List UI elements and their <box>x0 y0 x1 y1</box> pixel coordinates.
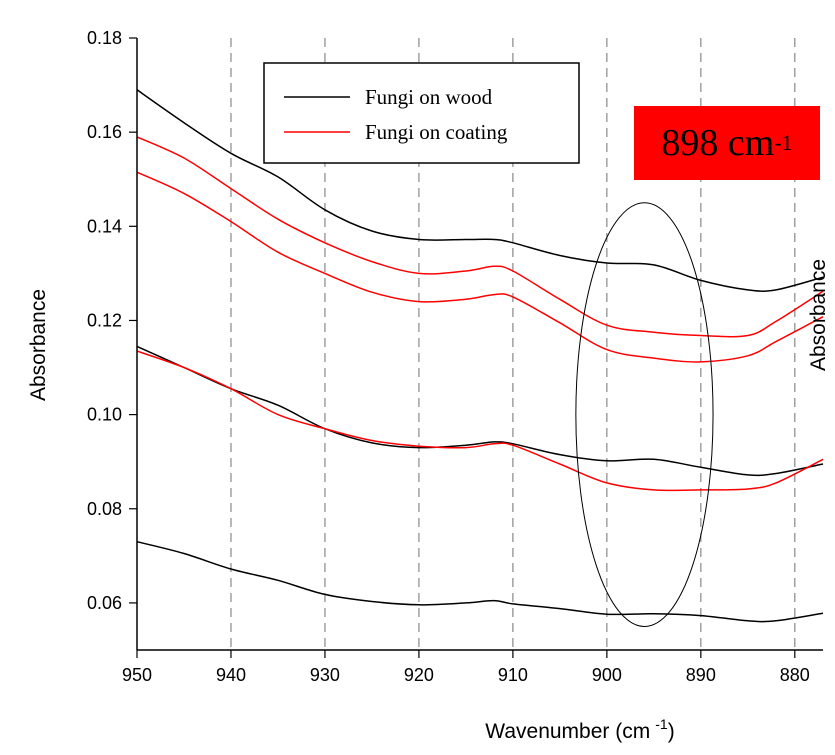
y-tick-label: 0.12 <box>87 310 122 330</box>
series-line-3 <box>136 345 824 477</box>
y-tick-label: 0.10 <box>87 405 122 425</box>
x-tick-label: 950 <box>122 665 152 685</box>
series-line-5 <box>136 540 824 623</box>
series-lines <box>136 89 824 623</box>
x-tick-label: 930 <box>310 665 340 685</box>
y-tick-label: 0.14 <box>87 216 122 236</box>
series-line-1 <box>136 136 824 338</box>
gridlines <box>230 38 796 650</box>
y-axis-title: Absorbance <box>27 289 50 401</box>
series-line-2 <box>136 171 824 363</box>
series-line-4 <box>136 350 824 492</box>
x-axis-title: Wavenumber (cm -1) <box>485 716 674 743</box>
y-tick-label: 0.16 <box>87 122 122 142</box>
x-tick-label: 880 <box>780 665 810 685</box>
y-axis-title-right: Absorbance <box>807 259 830 371</box>
x-tick-label: 920 <box>404 665 434 685</box>
x-axis-title-main: Wavenumber (cm <box>485 720 650 743</box>
legend-label-coating: Fungi on coating <box>365 120 508 144</box>
x-axis-title-close: ) <box>668 720 675 743</box>
highlight-ellipse <box>575 202 714 627</box>
y-tick-label: 0.18 <box>87 28 122 48</box>
y-tick-label: 0.06 <box>87 593 122 613</box>
y-tick-label: 0.08 <box>87 499 122 519</box>
x-tick-label: 900 <box>592 665 622 685</box>
x-tick-label: 940 <box>216 665 246 685</box>
x-tick-label: 890 <box>686 665 716 685</box>
wavenumber-badge: 898 cm -1 <box>634 106 820 180</box>
legend-label-wood: Fungi on wood <box>365 85 493 109</box>
x-axis-title-sup: -1 <box>655 716 668 732</box>
x-tick-label: 910 <box>498 665 528 685</box>
legend-box <box>263 62 580 164</box>
axes <box>136 38 823 651</box>
ticks: 950 940 930 920 910 900 890 880 0.06 0.08 0.10 0.12… <box>87 28 810 685</box>
badge-text: 898 cm <box>661 122 775 164</box>
legend: Fungi on wood Fungi on coating <box>263 62 580 164</box>
series-line-0 <box>136 89 824 292</box>
